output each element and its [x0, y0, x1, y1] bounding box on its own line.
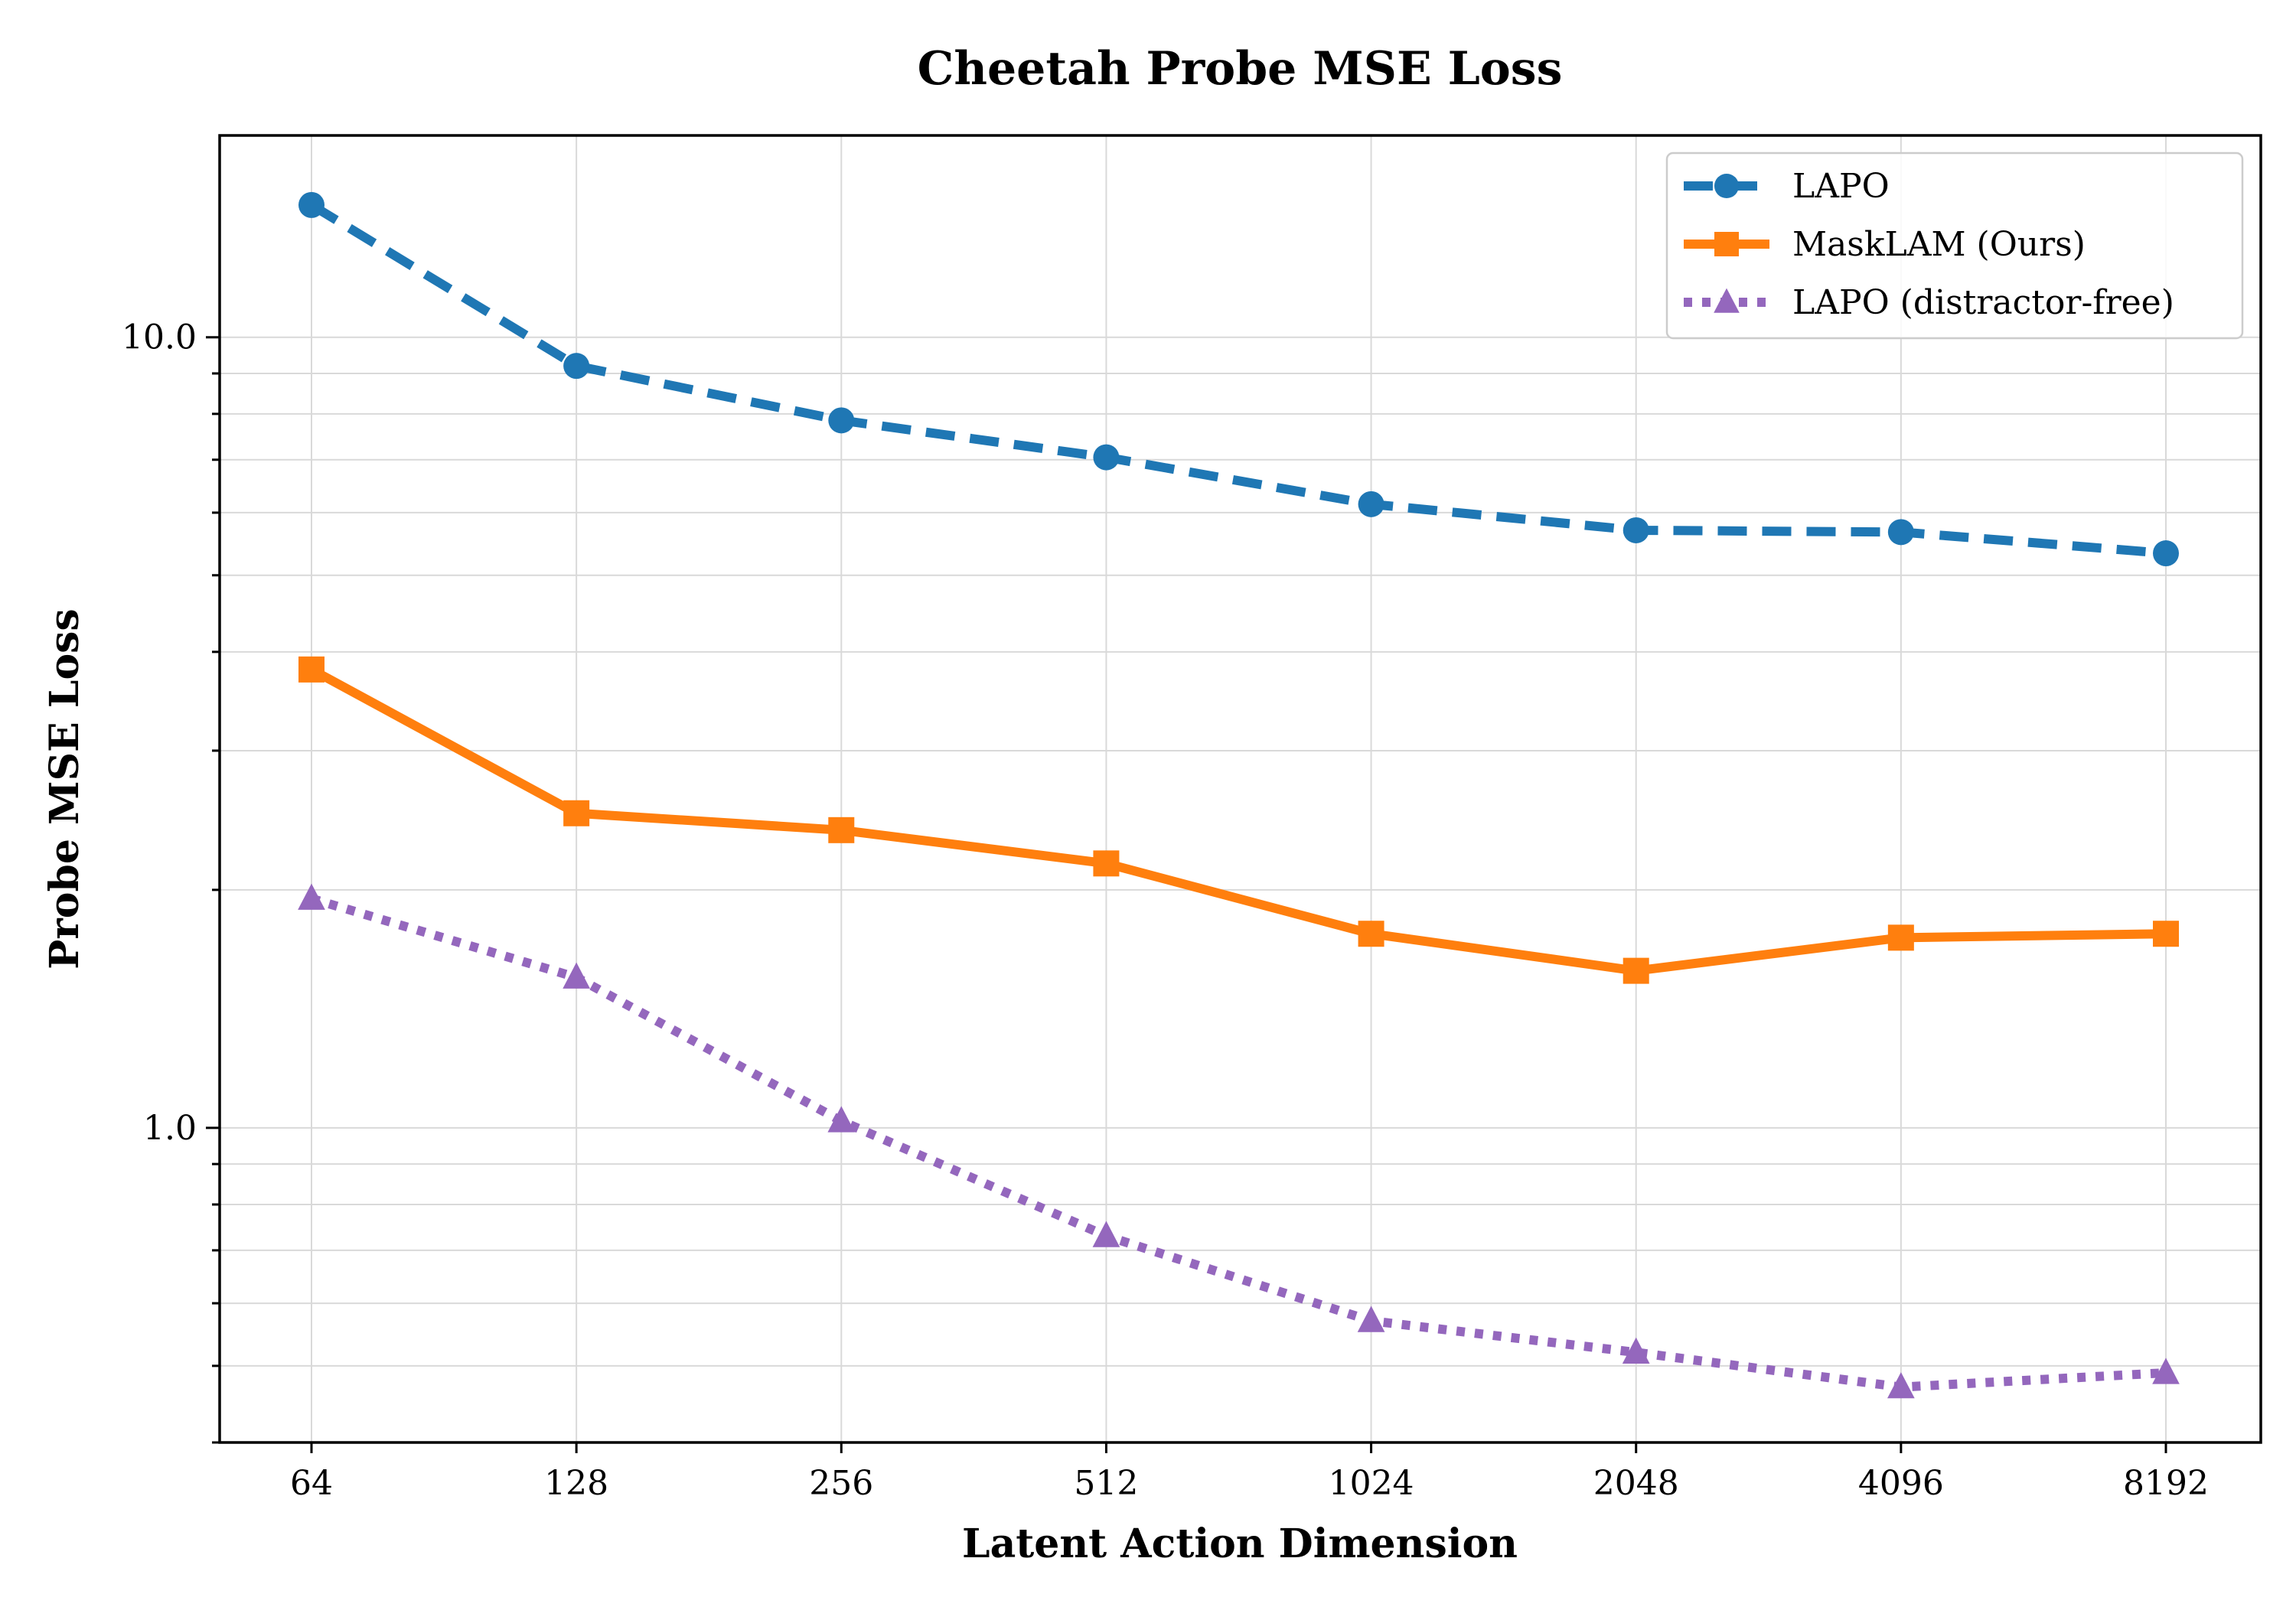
y-axis-label: Probe MSE Loss — [41, 608, 88, 969]
data-point-lapo-distractor-free — [1357, 1305, 1385, 1332]
legend-box — [1665, 152, 2244, 340]
data-point-lapo-distractor-free — [1887, 1372, 1915, 1399]
data-point-lapo — [2153, 540, 2179, 567]
plot-frame — [218, 134, 2262, 1444]
data-point-masklam — [2153, 921, 2179, 947]
data-point-masklam — [828, 817, 855, 843]
x-tick-label: 1024 — [1329, 1464, 1414, 1503]
legend-label-lapo: LAPO — [1792, 167, 1890, 206]
legend-items: LAPO MaskLAM (Ours) LAPO (distractor-free) — [1684, 167, 2174, 322]
x-tick-label: 4096 — [1858, 1464, 1944, 1503]
x-tick-label: 64 — [290, 1464, 333, 1503]
data-point-lapo-distractor-free — [563, 962, 590, 989]
series-lapo-distractor-free — [298, 883, 2180, 1399]
y-tick-label: 10.0 — [122, 318, 197, 357]
y-tick-label: 1.0 — [143, 1109, 197, 1148]
chart-title: Cheetah Probe MSE Loss — [918, 42, 1563, 96]
data-point-masklam — [1358, 921, 1384, 947]
data-point-lapo — [1623, 517, 1649, 543]
data-point-masklam — [563, 800, 590, 826]
data-point-lapo-distractor-free — [827, 1106, 856, 1133]
legend-marker-lapo — [1714, 174, 1739, 198]
data-point-lapo — [1093, 444, 1120, 471]
data-point-lapo-distractor-free — [1622, 1337, 1650, 1364]
data-point-lapo — [298, 191, 325, 218]
data-point-masklam — [298, 656, 325, 683]
data-point-masklam — [1887, 924, 1914, 951]
data-point-masklam — [1623, 957, 1649, 984]
series-line-masklam — [309, 665, 2167, 976]
x-tick-label: 2048 — [1593, 1464, 1679, 1503]
x-tick-label: 8192 — [2123, 1464, 2209, 1503]
data-point-lapo — [828, 407, 855, 434]
series-line-lapo — [308, 200, 2167, 559]
legend: LAPO MaskLAM (Ours) LAPO (distractor-free) — [1665, 152, 2244, 340]
data-point-lapo-distractor-free — [298, 883, 325, 910]
series-lapo — [298, 191, 2179, 567]
x-tick-label: 512 — [1074, 1464, 1138, 1503]
legend-marker-masklam — [1714, 232, 1739, 256]
series-layer — [298, 191, 2180, 1399]
data-point-masklam — [1093, 850, 1120, 877]
data-point-lapo-distractor-free — [1092, 1221, 1120, 1247]
x-axis-label: Latent Action Dimension — [962, 1521, 1518, 1567]
legend-label-lapo-distractor-free: LAPO (distractor-free) — [1792, 283, 2174, 322]
data-point-lapo — [563, 353, 590, 380]
data-point-lapo-distractor-free — [2152, 1358, 2180, 1384]
series-masklam — [298, 656, 2179, 984]
data-point-lapo — [1887, 519, 1914, 546]
legend-label-masklam: MaskLAM (Ours) — [1792, 225, 2086, 264]
legend-marker-lapo-distractor-free — [1714, 288, 1740, 313]
x-tick-label: 256 — [809, 1464, 873, 1503]
x-tick-label: 128 — [544, 1464, 608, 1503]
data-point-lapo — [1358, 491, 1384, 517]
axis-layer: 64 128 256 512 1024 2048 4096 8192 1.0 10.0 — [122, 318, 2209, 1503]
